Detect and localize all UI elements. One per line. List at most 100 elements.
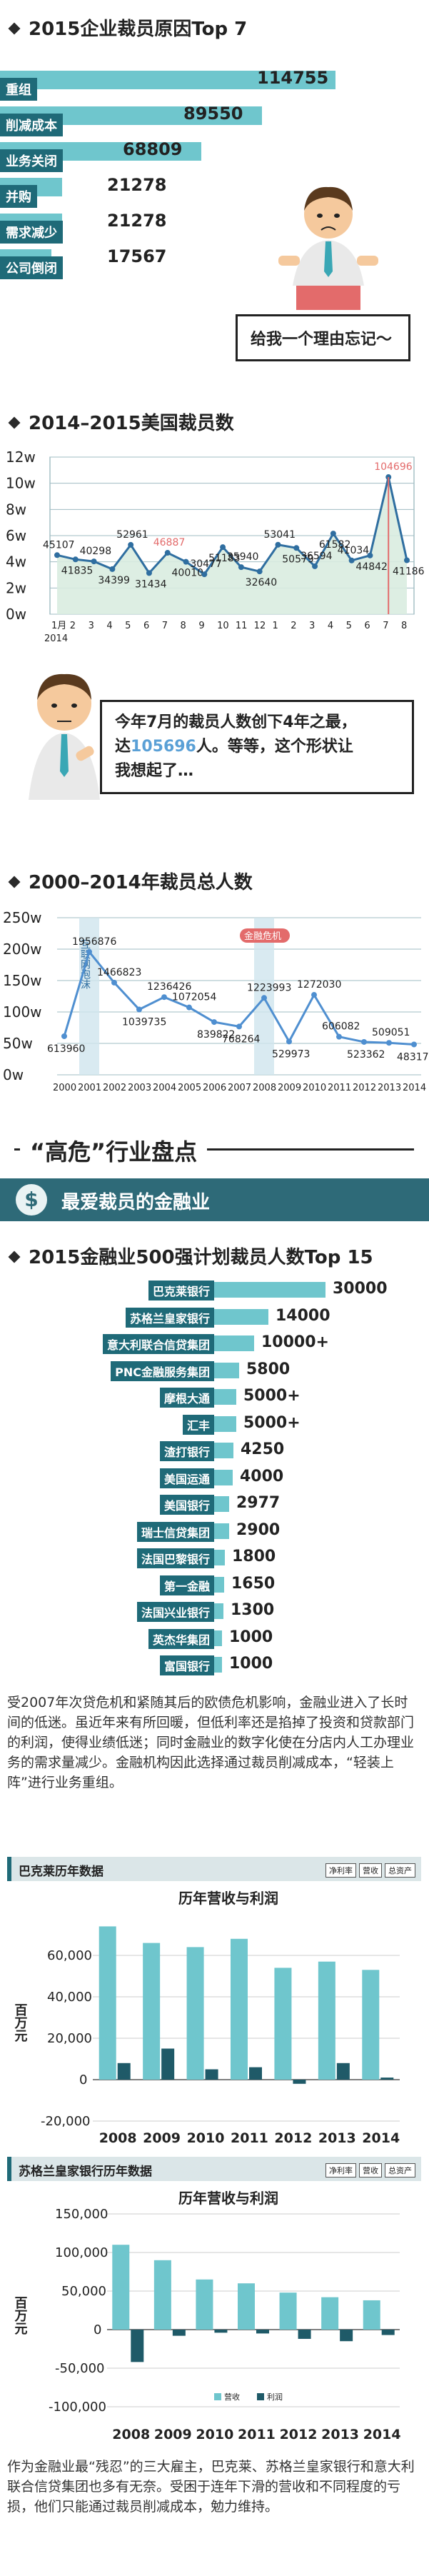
data-label: 61582 [319,539,351,551]
finance-bar-label: 瑞士信贷集团 [136,1521,214,1542]
profit-bar [381,2330,395,2335]
finance-bar-fill [214,1630,222,1646]
x-tick-label: 2005 [178,1083,201,1093]
chart-title: 历年营收与利润 [178,2190,278,2207]
cartoon-man-icon [278,186,378,310]
x-tick-label: 2012 [353,1083,376,1093]
x-tick-label: 11 [236,621,248,631]
reason-bar-value: 21278 [107,211,167,231]
data-label: 45107 [43,539,75,551]
data-point [220,544,226,551]
x-tick-label: 2009 [143,2130,181,2146]
finance-bar-fill [214,1576,224,1593]
section1: 2015企业裁员原因Top 7 重组 114755 削减成本 89550 业务关闭 688… [0,0,429,361]
cartoon-man-thinking-icon [29,673,100,800]
barclays-header: 巴克莱历年数据 净利率 营收 总资产 [7,1857,421,1881]
finance-bar-row: 英杰华集团 1000 [0,1627,429,1650]
revenue-bar [274,1968,292,2080]
banner-title-box: “高危”行业盘点 [20,1134,208,1167]
x-tick-label: 2002 [103,1083,126,1093]
reason-bar-value: 68809 [123,139,183,159]
x-tick-label: 2014 [363,2427,401,2442]
x-tick-label: 7 [383,621,388,631]
barclays-legend-tags: 净利率 营收 总资产 [323,1863,415,1878]
revenue-bar [99,1926,116,2080]
finance-bar-fill [214,1603,223,1619]
profit-bar [172,2330,186,2336]
data-point [61,1033,67,1039]
data-point [348,557,355,563]
data-label: 41835 [61,565,94,576]
tag-total-assets[interactable]: 总资产 [385,2163,415,2177]
data-point [54,552,60,558]
finance-bar-fill [214,1496,229,1512]
data-point [186,1004,192,1011]
finance-bar-label: 摩根大通 [159,1388,214,1408]
finance-bar-row: PNC金融服务集团 5800 [0,1359,429,1382]
diamond-icon [8,876,21,888]
data-point [161,994,167,1001]
tag-revenue[interactable]: 营收 [359,2163,382,2177]
finance-bar-row: 富国银行 1000 [0,1653,429,1676]
barclays-header-title: 巴克莱历年数据 [19,1865,104,1879]
data-point [236,1023,242,1030]
tag-revenue[interactable]: 营收 [359,1863,382,1878]
revenue-bar [238,2283,255,2330]
profit-bar [161,2048,175,2080]
x-tick-label: 2010 [187,2130,225,2146]
reason-bar-value: 21278 [107,175,167,195]
data-point [211,1019,217,1026]
reason-bar-fill [0,71,335,89]
legend-label-profit: 利润 [267,2392,283,2402]
x-tick-label: 2010 [196,2427,233,2442]
x-tick-label: 2001 [78,1083,101,1093]
finance-bar-row: 法国兴业银行 1300 [0,1600,429,1623]
money-bag-icon: $ [16,1184,47,1216]
tag-net-margin[interactable]: 净利率 [325,2163,356,2177]
x-tick-label: 2014 [403,1083,426,1093]
data-point [385,474,392,481]
data-point [330,531,336,537]
reason-bar-label: 公司倒闭 [0,256,63,279]
finance-bar-fill [214,1389,236,1405]
x-tick-label: 2011 [328,1083,351,1093]
barclays-chart-panel: 巴克莱历年数据 净利率 营收 总资产 历年营收与利润 百万元 60,000 40,000 2… [0,1857,429,2157]
reason-bar-row: 并购 21278 [0,175,429,208]
revenue-bar [279,2292,297,2330]
finance-bar-value: 1300 [231,1601,275,1619]
tag-total-assets[interactable]: 总资产 [385,1863,415,1878]
finance-bar-label: 第一金融 [159,1575,214,1595]
y-tick-label: 100,000 [55,2245,108,2260]
profit-bar [249,2067,262,2080]
x-tick-label: 2013 [321,2427,359,2442]
y-tick-label: 6w [6,527,26,544]
data-label: 36594 [301,551,333,562]
y-tick-label: 100w [3,1003,42,1021]
tag-net-margin[interactable]: 净利率 [325,1863,356,1878]
paragraph-1: 受2007年次贷危机和紧随其后的欧债危机影响，金融业进入了长时间的低迷。虽近年来… [7,1695,415,1790]
section1-title: 2015企业裁员原因Top 7 [6,14,247,41]
data-point [201,571,208,578]
diamond-icon [8,22,21,35]
data-label: 523362 [347,1049,385,1061]
finance-bar-value: 1000 [229,1628,273,1646]
diamond-icon [8,416,21,429]
y-tick-label: 0 [79,2073,87,2088]
rbs-legend-tags: 净利率 营收 总资产 [323,2162,415,2177]
y-tick-label: 40,000 [47,1990,92,2005]
data-label: 1039735 [122,1017,166,1028]
data-label: 1466823 [97,967,141,978]
section4: 2015金融业500强计划裁员人数Top 15 巴克莱银行 30000 苏格兰皇家银… [0,1236,429,1693]
data-label: 509051 [372,1027,410,1038]
reason-bar-value: 114755 [257,68,329,88]
x-tick-label: 2 [291,621,296,631]
section3-title: 2000–2014年裁员总人数 [6,868,253,894]
finance-bar-value: 5000+ [243,1387,301,1405]
y-tick-label: 2w [6,579,26,596]
data-point [312,563,318,569]
x-tick-label: 3 [89,621,94,631]
data-point [256,568,263,575]
crisis-annotation: 金融危机 [244,931,281,942]
finance-bar-value: 1000 [229,1655,273,1673]
finance-bar-row: 渣打银行 4250 [0,1439,429,1462]
